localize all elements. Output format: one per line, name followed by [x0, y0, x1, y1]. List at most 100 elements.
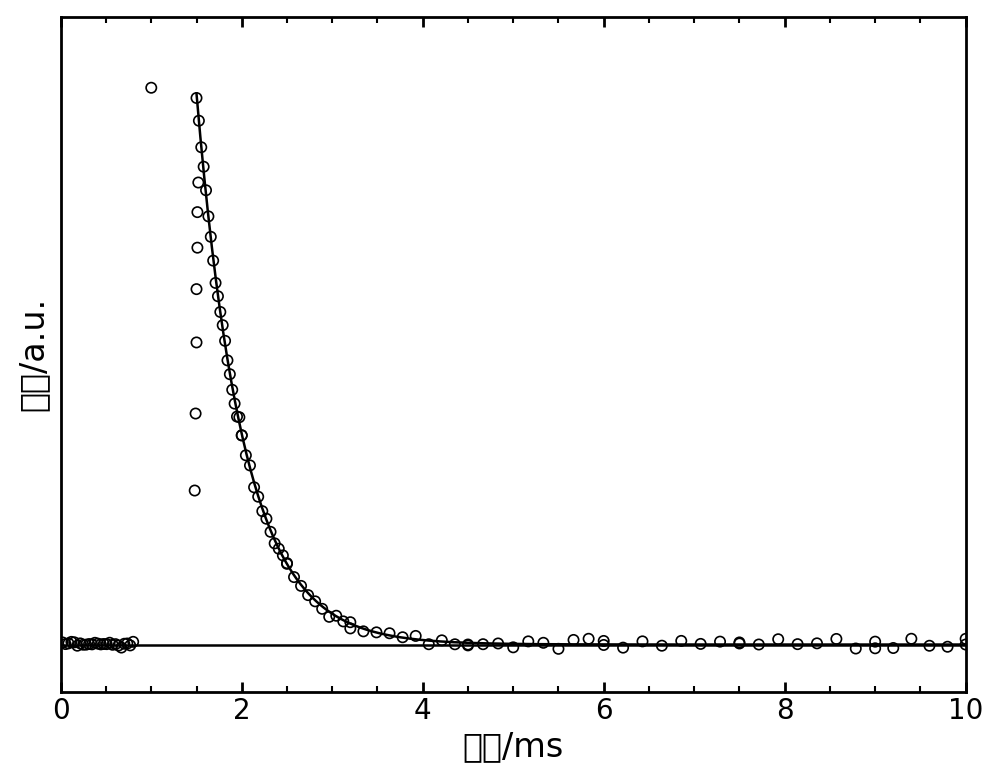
Point	[250, 491, 266, 503]
X-axis label: 寿命/ms: 寿命/ms	[463, 730, 564, 764]
Point	[550, 643, 566, 655]
Point	[229, 410, 245, 423]
Point	[581, 633, 597, 645]
Point	[189, 206, 205, 218]
Point	[382, 627, 398, 640]
Point	[634, 635, 650, 647]
Point	[475, 638, 491, 651]
Point	[355, 625, 371, 637]
Point	[63, 636, 79, 648]
Point	[72, 637, 88, 650]
Point	[222, 368, 238, 381]
Point	[293, 580, 309, 592]
Point	[828, 633, 844, 645]
Point	[219, 354, 235, 367]
Point	[395, 631, 411, 644]
Point	[60, 637, 76, 650]
Point	[234, 429, 250, 441]
Point	[143, 81, 159, 94]
Y-axis label: 強度/a.u.: 強度/a.u.	[17, 297, 50, 411]
Point	[217, 335, 233, 347]
Point	[105, 639, 121, 651]
Point	[189, 92, 205, 105]
Point	[790, 638, 806, 651]
Point	[110, 640, 126, 652]
Point	[234, 429, 250, 441]
Point	[447, 638, 463, 651]
Point	[596, 635, 612, 647]
Point	[921, 640, 937, 652]
Point	[566, 633, 582, 646]
Point	[258, 512, 274, 525]
Point	[203, 231, 219, 243]
Point	[300, 589, 316, 601]
Point	[58, 638, 74, 651]
Point	[279, 557, 295, 569]
Point	[307, 595, 323, 608]
Point	[731, 637, 747, 650]
Point	[535, 636, 551, 649]
Point	[208, 277, 224, 289]
Point	[99, 638, 115, 651]
Point	[212, 306, 228, 318]
Point	[596, 639, 612, 651]
Point	[215, 319, 231, 332]
Point	[434, 634, 450, 647]
Point	[190, 176, 206, 189]
Point	[231, 411, 247, 424]
Point	[196, 161, 212, 173]
Point	[654, 640, 670, 652]
Point	[342, 616, 358, 629]
Point	[867, 636, 883, 648]
Point	[78, 638, 94, 651]
Point	[263, 526, 279, 538]
Point	[286, 571, 302, 583]
Point	[731, 636, 747, 649]
Point	[69, 640, 85, 652]
Point	[460, 639, 476, 651]
Point	[342, 622, 358, 635]
Point	[421, 638, 437, 651]
Point	[246, 481, 262, 494]
Point	[867, 642, 883, 654]
Point	[368, 626, 384, 639]
Point	[113, 641, 129, 654]
Point	[460, 638, 476, 651]
Point	[505, 641, 521, 654]
Point	[84, 638, 100, 651]
Point	[119, 637, 135, 650]
Point	[187, 484, 203, 497]
Point	[189, 242, 205, 254]
Point	[770, 633, 786, 646]
Point	[108, 638, 124, 651]
Point	[210, 290, 226, 303]
Point	[490, 637, 506, 650]
Point	[96, 638, 112, 651]
Point	[224, 384, 240, 396]
Point	[693, 638, 709, 651]
Point	[712, 636, 728, 648]
Point	[188, 407, 204, 420]
Point	[335, 615, 351, 628]
Point	[809, 637, 825, 650]
Point	[81, 638, 97, 651]
Point	[198, 184, 214, 197]
Point	[328, 609, 344, 622]
Point	[87, 636, 103, 649]
Point	[408, 629, 424, 642]
Point	[90, 637, 106, 650]
Point	[93, 638, 109, 651]
Point	[848, 642, 864, 654]
Point	[238, 449, 254, 462]
Point	[615, 641, 631, 654]
Point	[673, 635, 689, 647]
Point	[193, 141, 209, 154]
Point	[66, 636, 82, 648]
Point	[940, 640, 956, 653]
Point	[242, 459, 258, 472]
Point	[958, 638, 974, 651]
Point	[314, 603, 330, 615]
Point	[958, 633, 974, 645]
Point	[267, 537, 283, 550]
Point	[279, 558, 295, 570]
